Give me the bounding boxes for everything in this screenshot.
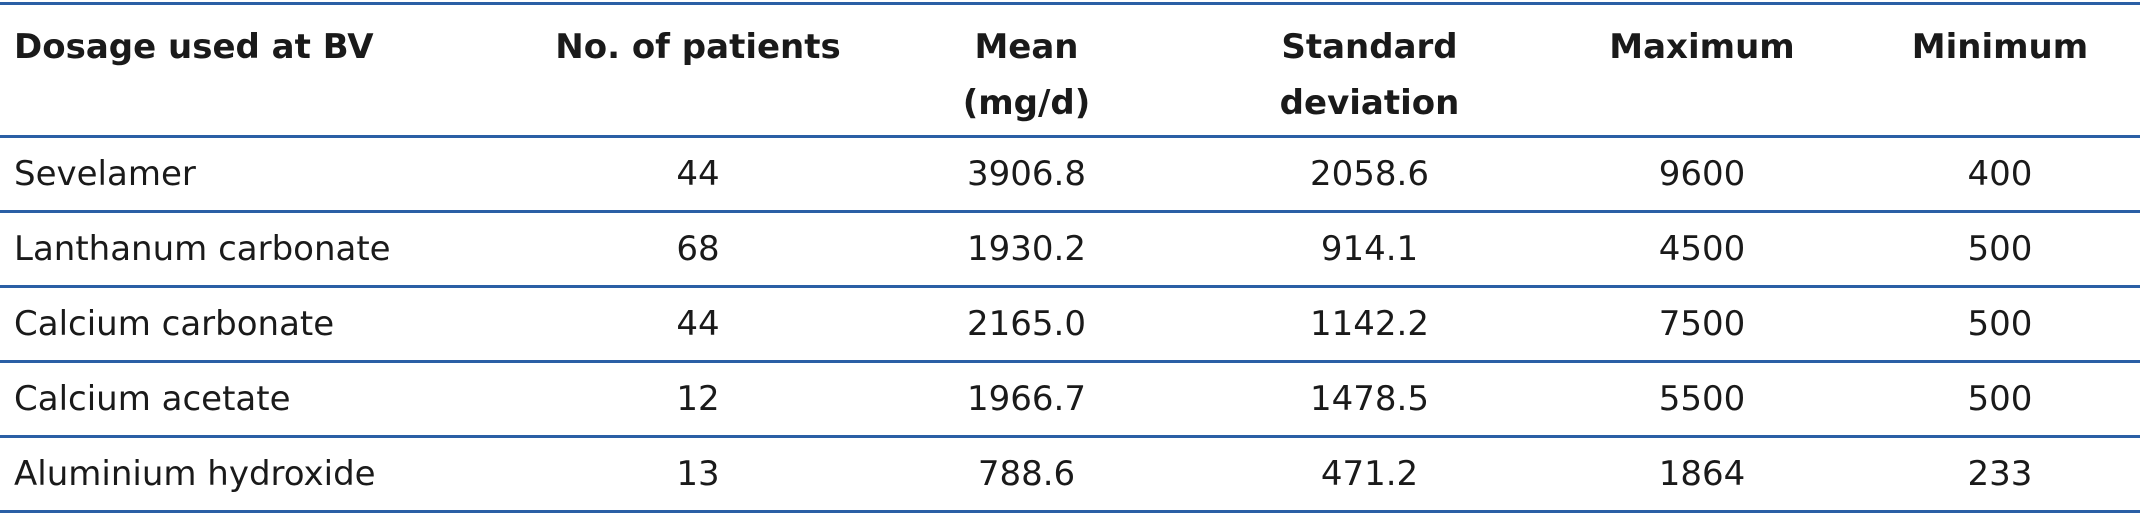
table-cell: 914.1 <box>1195 211 1544 288</box>
header-text: No. of patients <box>555 27 841 67</box>
table-cell: 44 <box>538 286 858 363</box>
table-cell: 1966.7 <box>858 361 1195 438</box>
table-cell: Lanthanum carbonate <box>0 211 538 288</box>
header-cell: Standard deviation <box>1195 2 1544 138</box>
table-cell: 1864 <box>1544 436 1860 513</box>
table-cell: 12 <box>538 361 858 438</box>
table-cell: Calcium acetate <box>0 361 538 438</box>
table-cell: 7500 <box>1544 286 1860 363</box>
header-text: Mean (mg/d) <box>962 27 1091 123</box>
header-cell: Dosage used at BV <box>0 2 538 138</box>
table-cell: 4500 <box>1544 211 1860 288</box>
table-cell: 5500 <box>1544 361 1860 438</box>
header-text: Standard deviation <box>1279 27 1460 123</box>
table-cell: 9600 <box>1544 136 1860 213</box>
header-cell: No. of patients <box>538 2 858 138</box>
table-cell: 44 <box>538 136 858 213</box>
header-cell: Mean (mg/d) <box>858 2 1195 138</box>
table-cell: 500 <box>1860 211 2140 288</box>
table-cell: 400 <box>1860 136 2140 213</box>
header-text: Dosage used at BV <box>14 27 374 67</box>
table-cell: 471.2 <box>1195 436 1544 513</box>
table-cell: 788.6 <box>858 436 1195 513</box>
table-cell: 13 <box>538 436 858 513</box>
table-row: Aluminium hydroxide 13 788.6 471.2 1864 233 <box>0 436 2140 513</box>
table-cell: 233 <box>1860 436 2140 513</box>
table-cell: Sevelamer <box>0 136 538 213</box>
table-cell: 1478.5 <box>1195 361 1544 438</box>
header-cell: Minimum <box>1860 2 2140 138</box>
table-cell: 68 <box>538 211 858 288</box>
header-cell: Maximum <box>1544 2 1860 138</box>
table-cell: 500 <box>1860 286 2140 363</box>
header-row: Dosage used at BV No. of patients Mean (mg… <box>0 2 2140 138</box>
table-row: Lanthanum carbonate 68 1930.2 914.1 4500 500 <box>0 211 2140 288</box>
table-row: Calcium carbonate 44 2165.0 1142.2 7500 500 <box>0 286 2140 363</box>
table-cell: 1930.2 <box>858 211 1195 288</box>
table-cell: Aluminium hydroxide <box>0 436 538 513</box>
table-cell: 500 <box>1860 361 2140 438</box>
table-cell: Calcium carbonate <box>0 286 538 363</box>
table-container: Dosage used at BV No. of patients Mean (mg… <box>0 2 2140 513</box>
table-cell: 2165.0 <box>858 286 1195 363</box>
table-cell: 3906.8 <box>858 136 1195 213</box>
table-row: Sevelamer 44 3906.8 2058.6 9600 400 <box>0 136 2140 213</box>
header-text: Minimum <box>1911 27 2089 67</box>
header-text: Maximum <box>1609 27 1795 67</box>
table-cell: 2058.6 <box>1195 136 1544 213</box>
table-body: Sevelamer 44 3906.8 2058.6 9600 400 Lanthanum … <box>0 136 2140 513</box>
data-table: Dosage used at BV No. of patients Mean (mg… <box>0 2 2140 513</box>
table-row: Calcium acetate 12 1966.7 1478.5 5500 500 <box>0 361 2140 438</box>
table-cell: 1142.2 <box>1195 286 1544 363</box>
